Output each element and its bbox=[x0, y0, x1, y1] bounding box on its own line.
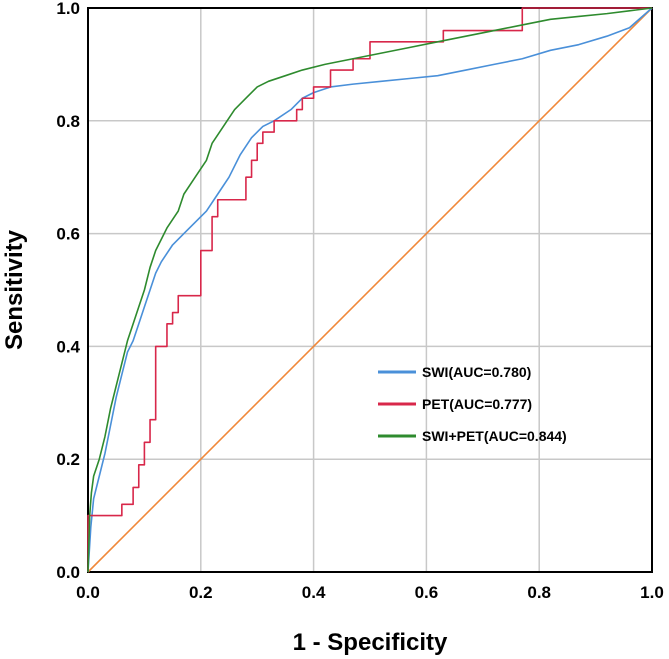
x-tick-label: 0.4 bbox=[302, 583, 326, 602]
legend-label: SWI+PET(AUC=0.844) bbox=[422, 428, 567, 444]
y-tick-label: 0.4 bbox=[56, 337, 80, 356]
y-tick-label: 1.0 bbox=[56, 0, 80, 18]
x-axis-ticks: 0.0 0.2 0.4 0.6 0.8 1.0 bbox=[76, 583, 664, 602]
y-tick-label: 0.8 bbox=[56, 112, 80, 131]
y-axis-title: Sensitivity bbox=[1, 229, 28, 350]
x-tick-label: 0.2 bbox=[189, 583, 213, 602]
series-line-pet bbox=[87, 7, 652, 572]
x-tick-label: 0.0 bbox=[76, 583, 100, 602]
x-tick-label: 1.0 bbox=[640, 583, 664, 602]
series-line-swi bbox=[87, 7, 653, 573]
x-tick-label: 0.6 bbox=[415, 583, 439, 602]
series-layer bbox=[87, 7, 653, 573]
plot-border bbox=[87, 7, 653, 573]
y-tick-label: 0.2 bbox=[56, 450, 80, 469]
legend-label: SWI(AUC=0.780) bbox=[422, 364, 531, 380]
grid bbox=[88, 8, 652, 572]
x-axis-title: 1 - Specificity bbox=[293, 629, 448, 656]
x-tick-label: 0.8 bbox=[527, 583, 551, 602]
y-tick-label: 0.6 bbox=[56, 225, 80, 244]
y-tick-label: 0.0 bbox=[56, 563, 80, 582]
legend-label: PET(AUC=0.777) bbox=[422, 396, 532, 412]
series-line-reference bbox=[87, 7, 653, 573]
y-axis-ticks: 0.0 0.2 0.4 0.6 0.8 1.0 bbox=[56, 0, 80, 582]
series-line-swi-pet bbox=[87, 7, 653, 573]
legend: SWI(AUC=0.780) PET(AUC=0.777) SWI+PET(AUC=… bbox=[378, 364, 567, 444]
